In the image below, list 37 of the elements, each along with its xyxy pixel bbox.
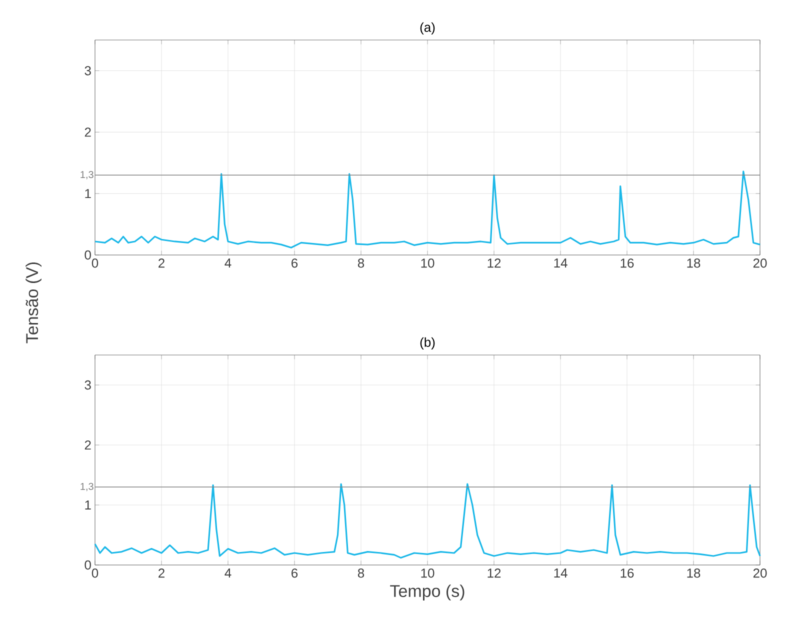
y-tick-label: 2 [84, 128, 91, 137]
line-series [94, 483, 761, 559]
y-tick-label: 2 [84, 440, 91, 450]
x-tick-label: 4 [224, 568, 232, 578]
y-tick-label: 0 [84, 250, 91, 260]
x-tick-label: 16 [620, 258, 634, 268]
x-tick-label: 6 [292, 568, 298, 578]
x-tick-label: 12 [488, 258, 501, 268]
x-tick-label: 10 [421, 258, 434, 268]
y-axis-title: Tensão (V) [26, 262, 42, 344]
x-tick-label: 6 [292, 258, 298, 268]
x-tick-label: 8 [358, 568, 364, 578]
x-tick-label: 16 [620, 568, 634, 578]
x-tick-label: 12 [488, 568, 501, 578]
y-tick-label: 1 [85, 189, 91, 198]
x-tick-label: 18 [687, 568, 700, 578]
ref-line-label: 1,3 [80, 171, 94, 180]
x-tick-label: 2 [158, 568, 164, 578]
ref-line-label: 1,3 [80, 482, 94, 492]
y-tick-label: 3 [84, 66, 91, 76]
x-tick-label: 20 [753, 258, 767, 268]
chart-title: (b) [420, 337, 435, 350]
x-tick-label: 18 [687, 258, 700, 268]
y-tick-label: 0 [84, 560, 91, 570]
x-tick-label: 14 [554, 258, 568, 268]
x-tick-label: 0 [92, 568, 98, 578]
x-tick-label: 20 [753, 568, 767, 578]
x-tick-label: 2 [158, 258, 164, 268]
x-tick-label: 10 [421, 568, 434, 578]
x-tick-label: 14 [554, 568, 568, 578]
y-tick-label: 1 [85, 500, 91, 510]
y-tick-label: 3 [84, 380, 91, 390]
x-tick-label: 0 [92, 258, 98, 268]
x-tick-label: 8 [358, 258, 364, 268]
x-axis-title: Tempo (s) [390, 584, 464, 600]
x-tick-label: 4 [224, 258, 232, 268]
chart-title: (a) [420, 22, 435, 34]
